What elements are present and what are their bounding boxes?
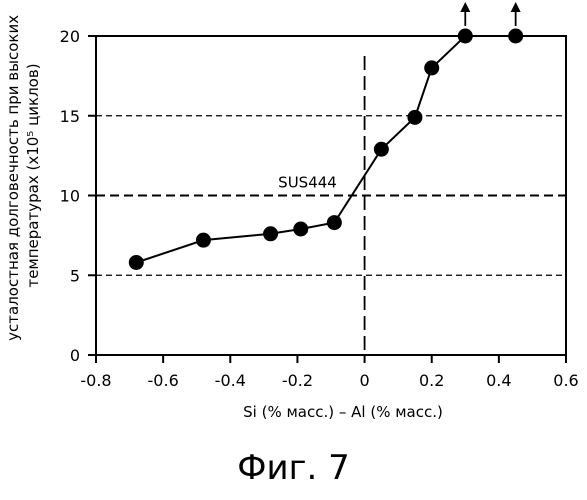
y-axis-title: усталостная долговечность при высоких те… <box>4 10 42 341</box>
figure-caption: Фиг. 7 <box>0 448 587 488</box>
data-point <box>508 29 523 44</box>
y-axis-title-line-2: температурах (x10⁵ циклов) <box>24 63 42 287</box>
y-tick-label: 5 <box>70 266 80 285</box>
data-point <box>374 142 389 157</box>
x-tick-label: -0.2 <box>282 371 313 390</box>
arrow-up-head <box>460 2 470 12</box>
y-tick-label: 15 <box>60 107 80 126</box>
y-axis-title-line-1: усталостная долговечность при высоких <box>4 15 22 341</box>
data-point <box>424 60 439 75</box>
x-tick-label: 0.6 <box>553 371 578 390</box>
annotation-label: SUS444 <box>278 174 337 192</box>
y-tick-label: 0 <box>70 346 80 365</box>
ticks: -0.8 -0.6 -0.4 -0.2 0 0.2 0.4 0.6 0 5 10 15 20 <box>60 27 579 390</box>
arrow-up-head <box>511 2 521 12</box>
x-tick-label: 0 <box>359 371 369 390</box>
data-point <box>196 233 211 248</box>
chart: -0.8 -0.6 -0.4 -0.2 0 0.2 0.4 0.6 0 5 10 15 20 SUS44… <box>0 0 587 440</box>
data-point <box>129 255 144 270</box>
y-tick-label: 10 <box>60 187 80 206</box>
x-axis-title: Si (% масс.) – Al (% масс.) <box>243 403 443 421</box>
x-tick-label: -0.8 <box>80 371 111 390</box>
x-tick-label: 0.4 <box>486 371 511 390</box>
series-layer <box>129 29 523 270</box>
x-tick-label: -0.6 <box>148 371 179 390</box>
data-point <box>263 226 278 241</box>
data-point <box>293 221 308 236</box>
y-tick-label: 20 <box>60 27 80 46</box>
annotations: SUS444 <box>278 174 337 192</box>
data-point <box>458 29 473 44</box>
reference-lines <box>96 36 566 355</box>
arrows-layer <box>460 2 520 26</box>
x-tick-label: 0.2 <box>419 371 444 390</box>
series-line <box>136 36 515 262</box>
data-point <box>327 215 342 230</box>
x-tick-label: -0.4 <box>215 371 246 390</box>
data-point <box>407 110 422 125</box>
